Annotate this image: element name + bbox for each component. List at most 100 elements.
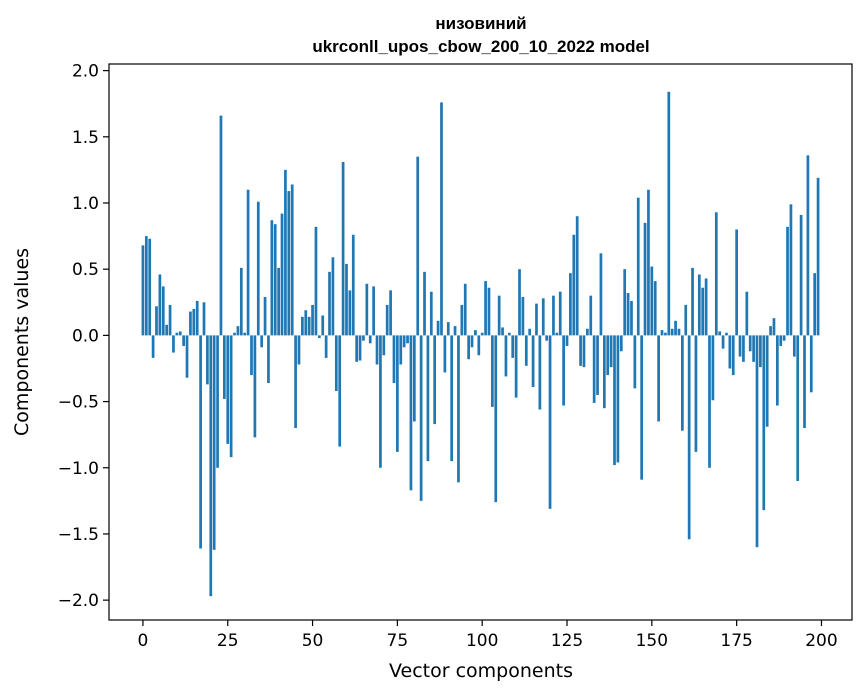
bar-component-30 xyxy=(243,332,247,336)
bar-component-187 xyxy=(776,335,779,406)
bar-component-142 xyxy=(623,269,627,336)
bar-component-71 xyxy=(382,335,386,356)
bar-component-95 xyxy=(463,283,467,336)
bar-component-149 xyxy=(647,189,650,336)
bar-component-63 xyxy=(355,335,359,362)
chart-title-model: ukrconll_upos_cbow_200_10_2022 model xyxy=(312,37,649,56)
bar-component-96 xyxy=(467,335,470,360)
bar-component-99 xyxy=(477,335,481,356)
bar-component-27 xyxy=(233,332,236,336)
bar-component-113 xyxy=(524,335,528,366)
y-tick-label: −0.5 xyxy=(58,393,99,413)
bar-component-139 xyxy=(613,335,616,466)
bar-component-13 xyxy=(185,335,189,378)
bar-component-192 xyxy=(792,335,796,357)
bar-component-35 xyxy=(260,335,264,348)
bar-component-110 xyxy=(514,335,518,398)
bar-component-50 xyxy=(311,304,314,336)
y-tick-label: 1.5 xyxy=(72,128,99,148)
bar-component-28 xyxy=(236,326,240,336)
bar-component-132 xyxy=(589,295,593,336)
bar-component-84 xyxy=(426,335,430,462)
bar-component-136 xyxy=(602,335,606,409)
bar-component-16 xyxy=(195,300,199,336)
bar-component-120 xyxy=(548,335,552,509)
bar-component-117 xyxy=(538,335,542,410)
bar-component-49 xyxy=(307,316,311,336)
bar-component-75 xyxy=(396,335,399,452)
bar-component-166 xyxy=(704,278,708,336)
bar-component-15 xyxy=(192,308,196,336)
bar-component-57 xyxy=(334,335,338,391)
bar-component-32 xyxy=(250,335,253,376)
bar-component-8 xyxy=(168,304,172,336)
bar-component-112 xyxy=(521,296,525,336)
bar-component-9 xyxy=(172,335,175,353)
bar-component-0 xyxy=(141,245,145,336)
bar-component-92 xyxy=(453,326,457,336)
bar-component-12 xyxy=(182,335,185,346)
y-tick-label: −1.5 xyxy=(58,525,99,545)
bar-component-18 xyxy=(202,302,206,336)
bar-component-151 xyxy=(653,281,657,336)
bar-component-94 xyxy=(460,304,464,336)
bar-component-133 xyxy=(592,335,596,403)
x-tick-label: 50 xyxy=(302,631,324,651)
bar-component-141 xyxy=(619,335,623,352)
bar-component-140 xyxy=(616,335,620,463)
bar-component-39 xyxy=(273,224,277,336)
bar-component-167 xyxy=(708,335,711,468)
bar-component-100 xyxy=(480,332,484,336)
x-axis-label: Vector components xyxy=(389,660,573,682)
bar-component-172 xyxy=(725,332,728,336)
x-tick-label: 75 xyxy=(387,631,409,651)
bar-component-186 xyxy=(772,318,776,336)
bar-component-188 xyxy=(779,335,783,346)
bar-component-55 xyxy=(328,271,331,336)
bar-component-45 xyxy=(294,335,297,429)
bar-component-85 xyxy=(429,291,433,336)
bar-component-6 xyxy=(161,286,165,336)
bar-component-7 xyxy=(165,324,169,336)
bar-component-193 xyxy=(796,335,800,481)
bar-component-123 xyxy=(558,291,562,336)
bar-component-152 xyxy=(657,335,660,422)
x-tick-label: 25 xyxy=(217,631,239,651)
chart-title-word: низовиний xyxy=(435,14,526,33)
bar-component-161 xyxy=(687,335,691,540)
bar-component-162 xyxy=(691,267,694,336)
bar-component-61 xyxy=(348,290,352,336)
bar-component-86 xyxy=(433,335,437,425)
bar-component-144 xyxy=(630,300,633,336)
bar-component-137 xyxy=(606,335,610,376)
bar-component-10 xyxy=(175,332,179,336)
bar-component-37 xyxy=(267,335,270,384)
bar-component-93 xyxy=(457,335,460,483)
bar-component-150 xyxy=(650,266,654,336)
bar-component-52 xyxy=(317,335,321,339)
y-axis-ticks: 2.0 1.5 1.0 0.5 0.0 −0.5 −1.0 −1.5 −2.0 xyxy=(58,62,109,611)
bar-component-62 xyxy=(351,234,355,336)
bar-component-199 xyxy=(816,177,820,336)
bar-component-36 xyxy=(263,296,267,336)
bar-component-98 xyxy=(474,330,477,336)
bar-component-164 xyxy=(697,274,701,336)
bar-component-182 xyxy=(759,335,762,368)
bar-component-56 xyxy=(331,257,335,336)
bar-component-175 xyxy=(735,229,738,336)
bar-component-54 xyxy=(324,335,328,358)
bar-component-108 xyxy=(507,332,511,336)
bar-component-79 xyxy=(409,335,413,491)
y-axis-label: Components values xyxy=(11,248,33,436)
bar-component-145 xyxy=(633,335,637,389)
bar-component-125 xyxy=(565,335,569,346)
bar-component-197 xyxy=(809,335,813,393)
bar-component-155 xyxy=(667,91,671,336)
bar-component-11 xyxy=(178,331,182,336)
bar-component-76 xyxy=(399,335,403,365)
bar-component-194 xyxy=(799,214,803,336)
bar-component-51 xyxy=(314,226,318,336)
bar-component-126 xyxy=(569,273,572,336)
bar-component-147 xyxy=(640,335,644,480)
bar-component-19 xyxy=(206,335,209,385)
